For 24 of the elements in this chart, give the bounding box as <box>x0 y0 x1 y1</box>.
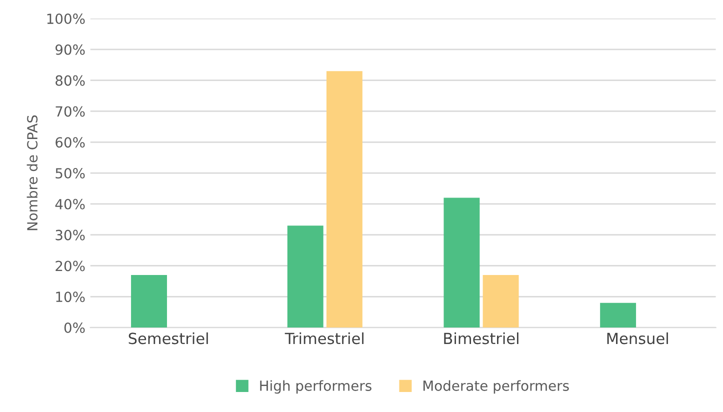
y-tick-label: 90% <box>56 44 85 55</box>
bar <box>600 302 636 328</box>
y-tick-label: 60% <box>56 137 85 148</box>
y-tick-label: 100% <box>47 14 85 24</box>
legend-label: High performers <box>260 380 372 394</box>
bar <box>444 198 480 328</box>
x-tick-label: Mensuel <box>607 332 668 344</box>
y-tick-label: 80% <box>56 75 85 86</box>
y-tick-label: 40% <box>55 198 85 210</box>
x-tick-label: Trimestriel <box>284 332 364 344</box>
bar <box>482 275 519 328</box>
bar <box>131 275 167 328</box>
y-axis-title: Nombre de CPAS <box>26 115 38 230</box>
y-tick-label: 20% <box>56 260 85 272</box>
y-tick-label: 70% <box>56 106 85 117</box>
x-tick-label: Bimestriel <box>444 332 518 344</box>
y-tick-label: 30% <box>56 230 85 240</box>
bar <box>326 71 362 328</box>
y-tick-label: 0% <box>64 322 85 334</box>
x-tick-label: Semestriel <box>128 332 208 344</box>
y-tick-label: 50% <box>56 168 85 179</box>
legend-label: Moderate performers <box>423 380 569 394</box>
bar <box>287 226 324 328</box>
y-tick-label: 10% <box>56 292 85 302</box>
